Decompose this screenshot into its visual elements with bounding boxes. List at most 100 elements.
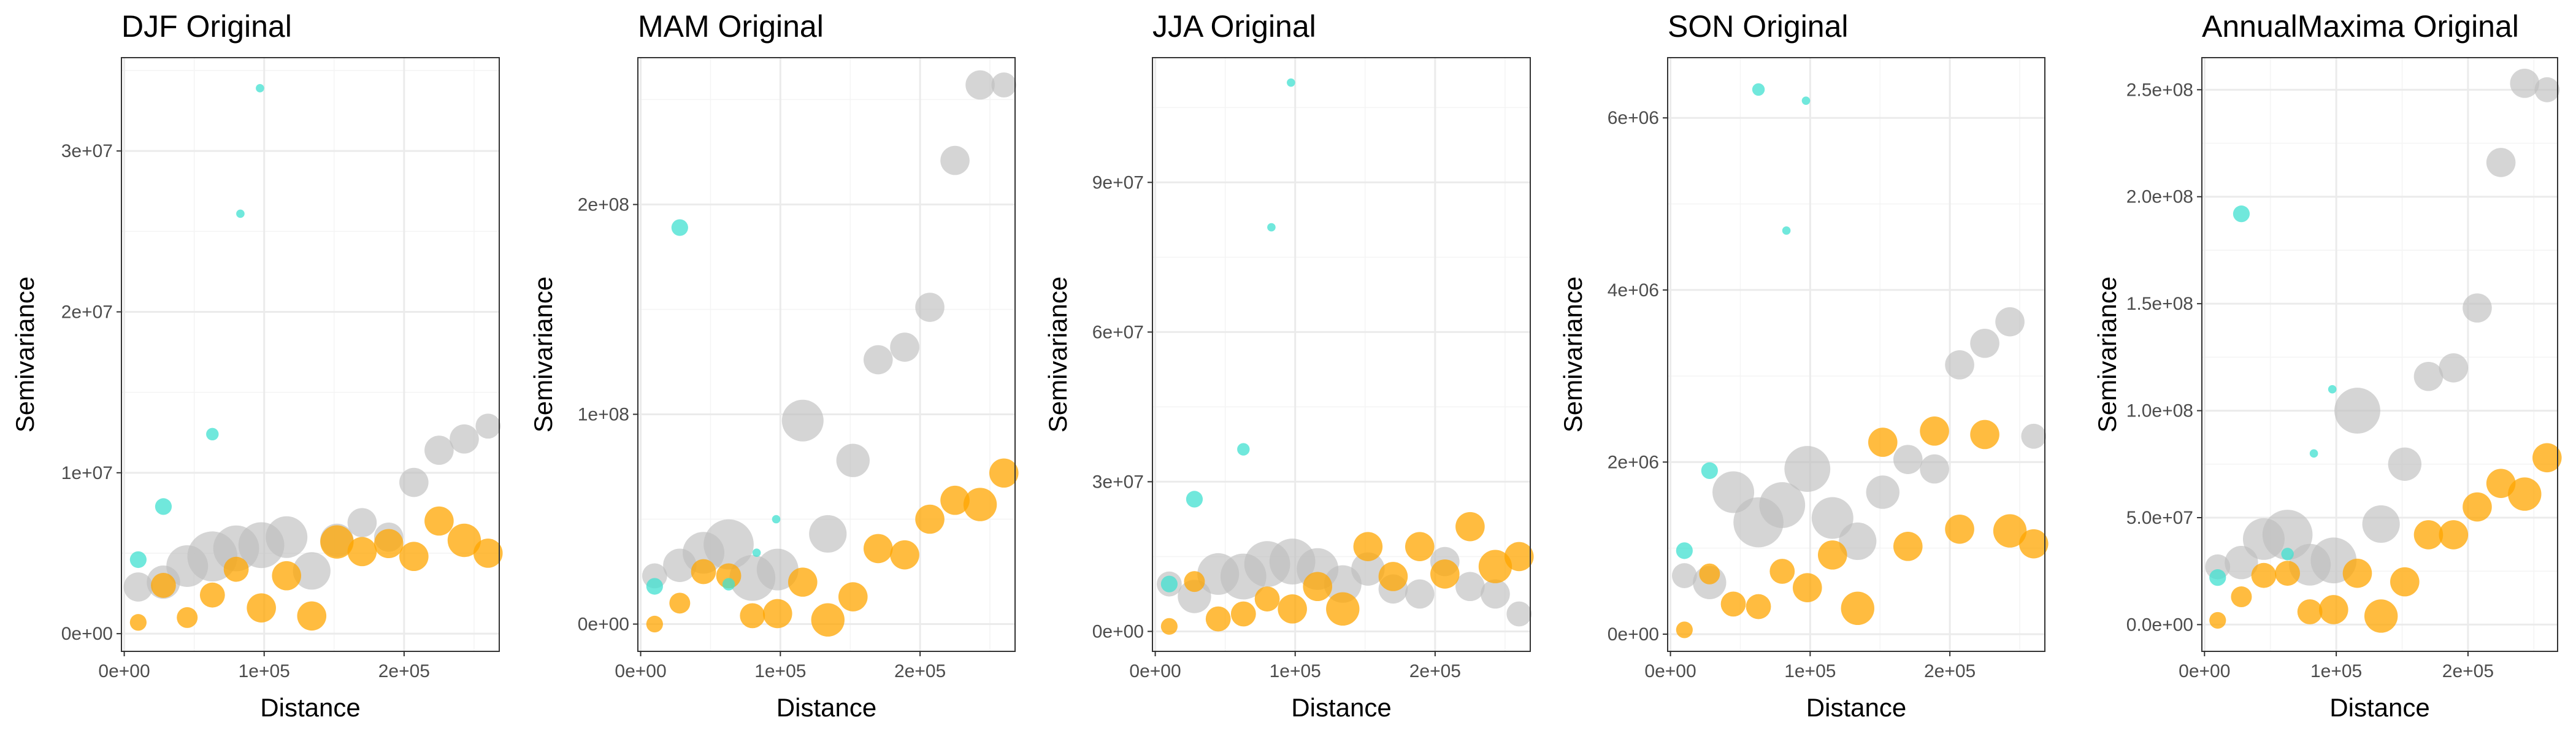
panel-title: MAM Original xyxy=(638,9,824,44)
y-axis-title: Semivariance xyxy=(529,277,558,432)
point-turquoise xyxy=(752,548,761,558)
point-turquoise xyxy=(1752,83,1765,96)
point-orange xyxy=(1405,532,1435,561)
panel-border xyxy=(2201,57,2558,652)
point-grey xyxy=(2021,423,2047,449)
point-turquoise xyxy=(772,515,781,524)
x-axis-title: Distance xyxy=(776,693,876,722)
panel-1: 0e+00 1e+05 2e+05 0e+00 1e+07 2e+07 3e+07 DJF O… xyxy=(10,9,503,722)
point-orange xyxy=(1676,621,1693,638)
point-orange xyxy=(963,488,997,521)
point-orange xyxy=(2364,599,2398,633)
point-orange xyxy=(1303,572,1333,602)
x-axis-title: Distance xyxy=(1291,693,1391,722)
point-grey xyxy=(1405,579,1435,609)
point-orange xyxy=(915,504,945,534)
panel-title: DJF Original xyxy=(121,9,292,44)
point-orange xyxy=(716,563,742,589)
point-orange xyxy=(1893,532,1923,561)
point-grey xyxy=(266,516,308,558)
point-orange xyxy=(2297,599,2323,624)
y-tick-label: 1e+08 xyxy=(578,404,629,424)
point-grey xyxy=(1506,601,1532,627)
point-grey xyxy=(915,293,945,322)
panel-border xyxy=(1667,57,2045,652)
point-turquoise xyxy=(256,84,264,93)
point-turquoise xyxy=(1782,226,1791,235)
point-turquoise xyxy=(1801,96,1811,105)
point-orange xyxy=(1945,514,1974,544)
point-orange xyxy=(320,525,354,559)
point-orange xyxy=(1184,571,1205,592)
y-tick-label: 1e+07 xyxy=(61,463,113,483)
point-grey xyxy=(1893,445,1923,474)
panel-border xyxy=(1152,57,1531,652)
point-grey xyxy=(2388,447,2422,481)
panel-5: 0e+00 1e+05 2e+05 0.0e+00 5.0e+07 1.0e+08 1.5e… xyxy=(2093,9,2562,722)
point-orange xyxy=(272,561,302,591)
point-orange xyxy=(223,556,249,582)
point-orange xyxy=(1205,606,1231,632)
panel-border xyxy=(637,57,1016,652)
point-orange xyxy=(473,539,503,568)
point-orange xyxy=(1254,586,1280,611)
x-tick-label: 1e+05 xyxy=(2310,661,2362,681)
point-orange xyxy=(1970,420,1999,450)
point-orange xyxy=(811,603,845,637)
point-turquoise xyxy=(2281,548,2294,561)
point-grey xyxy=(1920,454,1949,484)
point-orange xyxy=(1920,416,1949,446)
point-orange xyxy=(1699,563,1720,585)
x-tick-label: 1e+05 xyxy=(754,661,806,681)
point-grey xyxy=(703,519,754,570)
point-orange xyxy=(129,614,147,631)
y-tick-label: 2e+06 xyxy=(1608,452,1659,472)
y-tick-label: 0e+00 xyxy=(578,615,629,635)
point-grey xyxy=(781,399,824,442)
point-orange xyxy=(297,601,327,631)
point-grey xyxy=(836,443,870,477)
point-grey xyxy=(2334,388,2380,434)
point-grey xyxy=(2486,148,2516,177)
point-grey xyxy=(399,467,429,497)
panel-title: JJA Original xyxy=(1152,9,1316,44)
point-grey xyxy=(1945,350,1974,380)
point-grey xyxy=(1866,475,1899,509)
y-tick-label: 0e+00 xyxy=(1092,621,1144,642)
point-orange xyxy=(151,573,176,598)
point-grey xyxy=(1839,522,1877,561)
point-grey xyxy=(123,572,153,602)
y-tick-label: 3e+07 xyxy=(61,141,113,161)
point-orange xyxy=(2439,520,2469,550)
y-tick-label: 1.0e+08 xyxy=(2126,401,2193,421)
point-orange xyxy=(1720,591,1746,617)
y-tick-label: 3e+07 xyxy=(1092,472,1144,492)
point-orange xyxy=(1230,601,1256,627)
point-orange xyxy=(890,540,919,570)
point-orange xyxy=(1353,532,1383,561)
x-tick-label: 2e+05 xyxy=(2442,661,2494,681)
point-orange xyxy=(762,599,792,629)
point-orange xyxy=(940,485,970,515)
y-tick-label: 5.0e+07 xyxy=(2126,508,2193,528)
point-orange xyxy=(788,567,818,597)
point-grey xyxy=(1811,497,1853,539)
point-orange xyxy=(1746,594,1771,619)
point-grey xyxy=(863,345,893,375)
point-grey xyxy=(965,70,995,100)
y-tick-label: 2.0e+08 xyxy=(2126,187,2193,207)
point-grey xyxy=(2439,353,2469,383)
point-grey xyxy=(809,515,847,553)
point-turquoise xyxy=(1267,223,1276,232)
y-tick-label: 0e+00 xyxy=(1608,624,1659,645)
point-turquoise xyxy=(155,498,172,515)
y-axis-title: Semivariance xyxy=(1043,277,1072,432)
point-orange xyxy=(740,603,765,629)
point-orange xyxy=(447,523,481,558)
panel-4: 0e+00 1e+05 2e+05 0e+00 2e+06 4e+06 6e+06 SON O… xyxy=(1558,9,2049,722)
point-orange xyxy=(1504,542,1534,572)
y-tick-label: 0e+00 xyxy=(61,624,113,644)
panel-3: 0e+00 1e+05 2e+05 0e+00 3e+07 6e+07 9e+07 JJA O… xyxy=(1043,9,1534,722)
point-orange xyxy=(863,534,893,564)
